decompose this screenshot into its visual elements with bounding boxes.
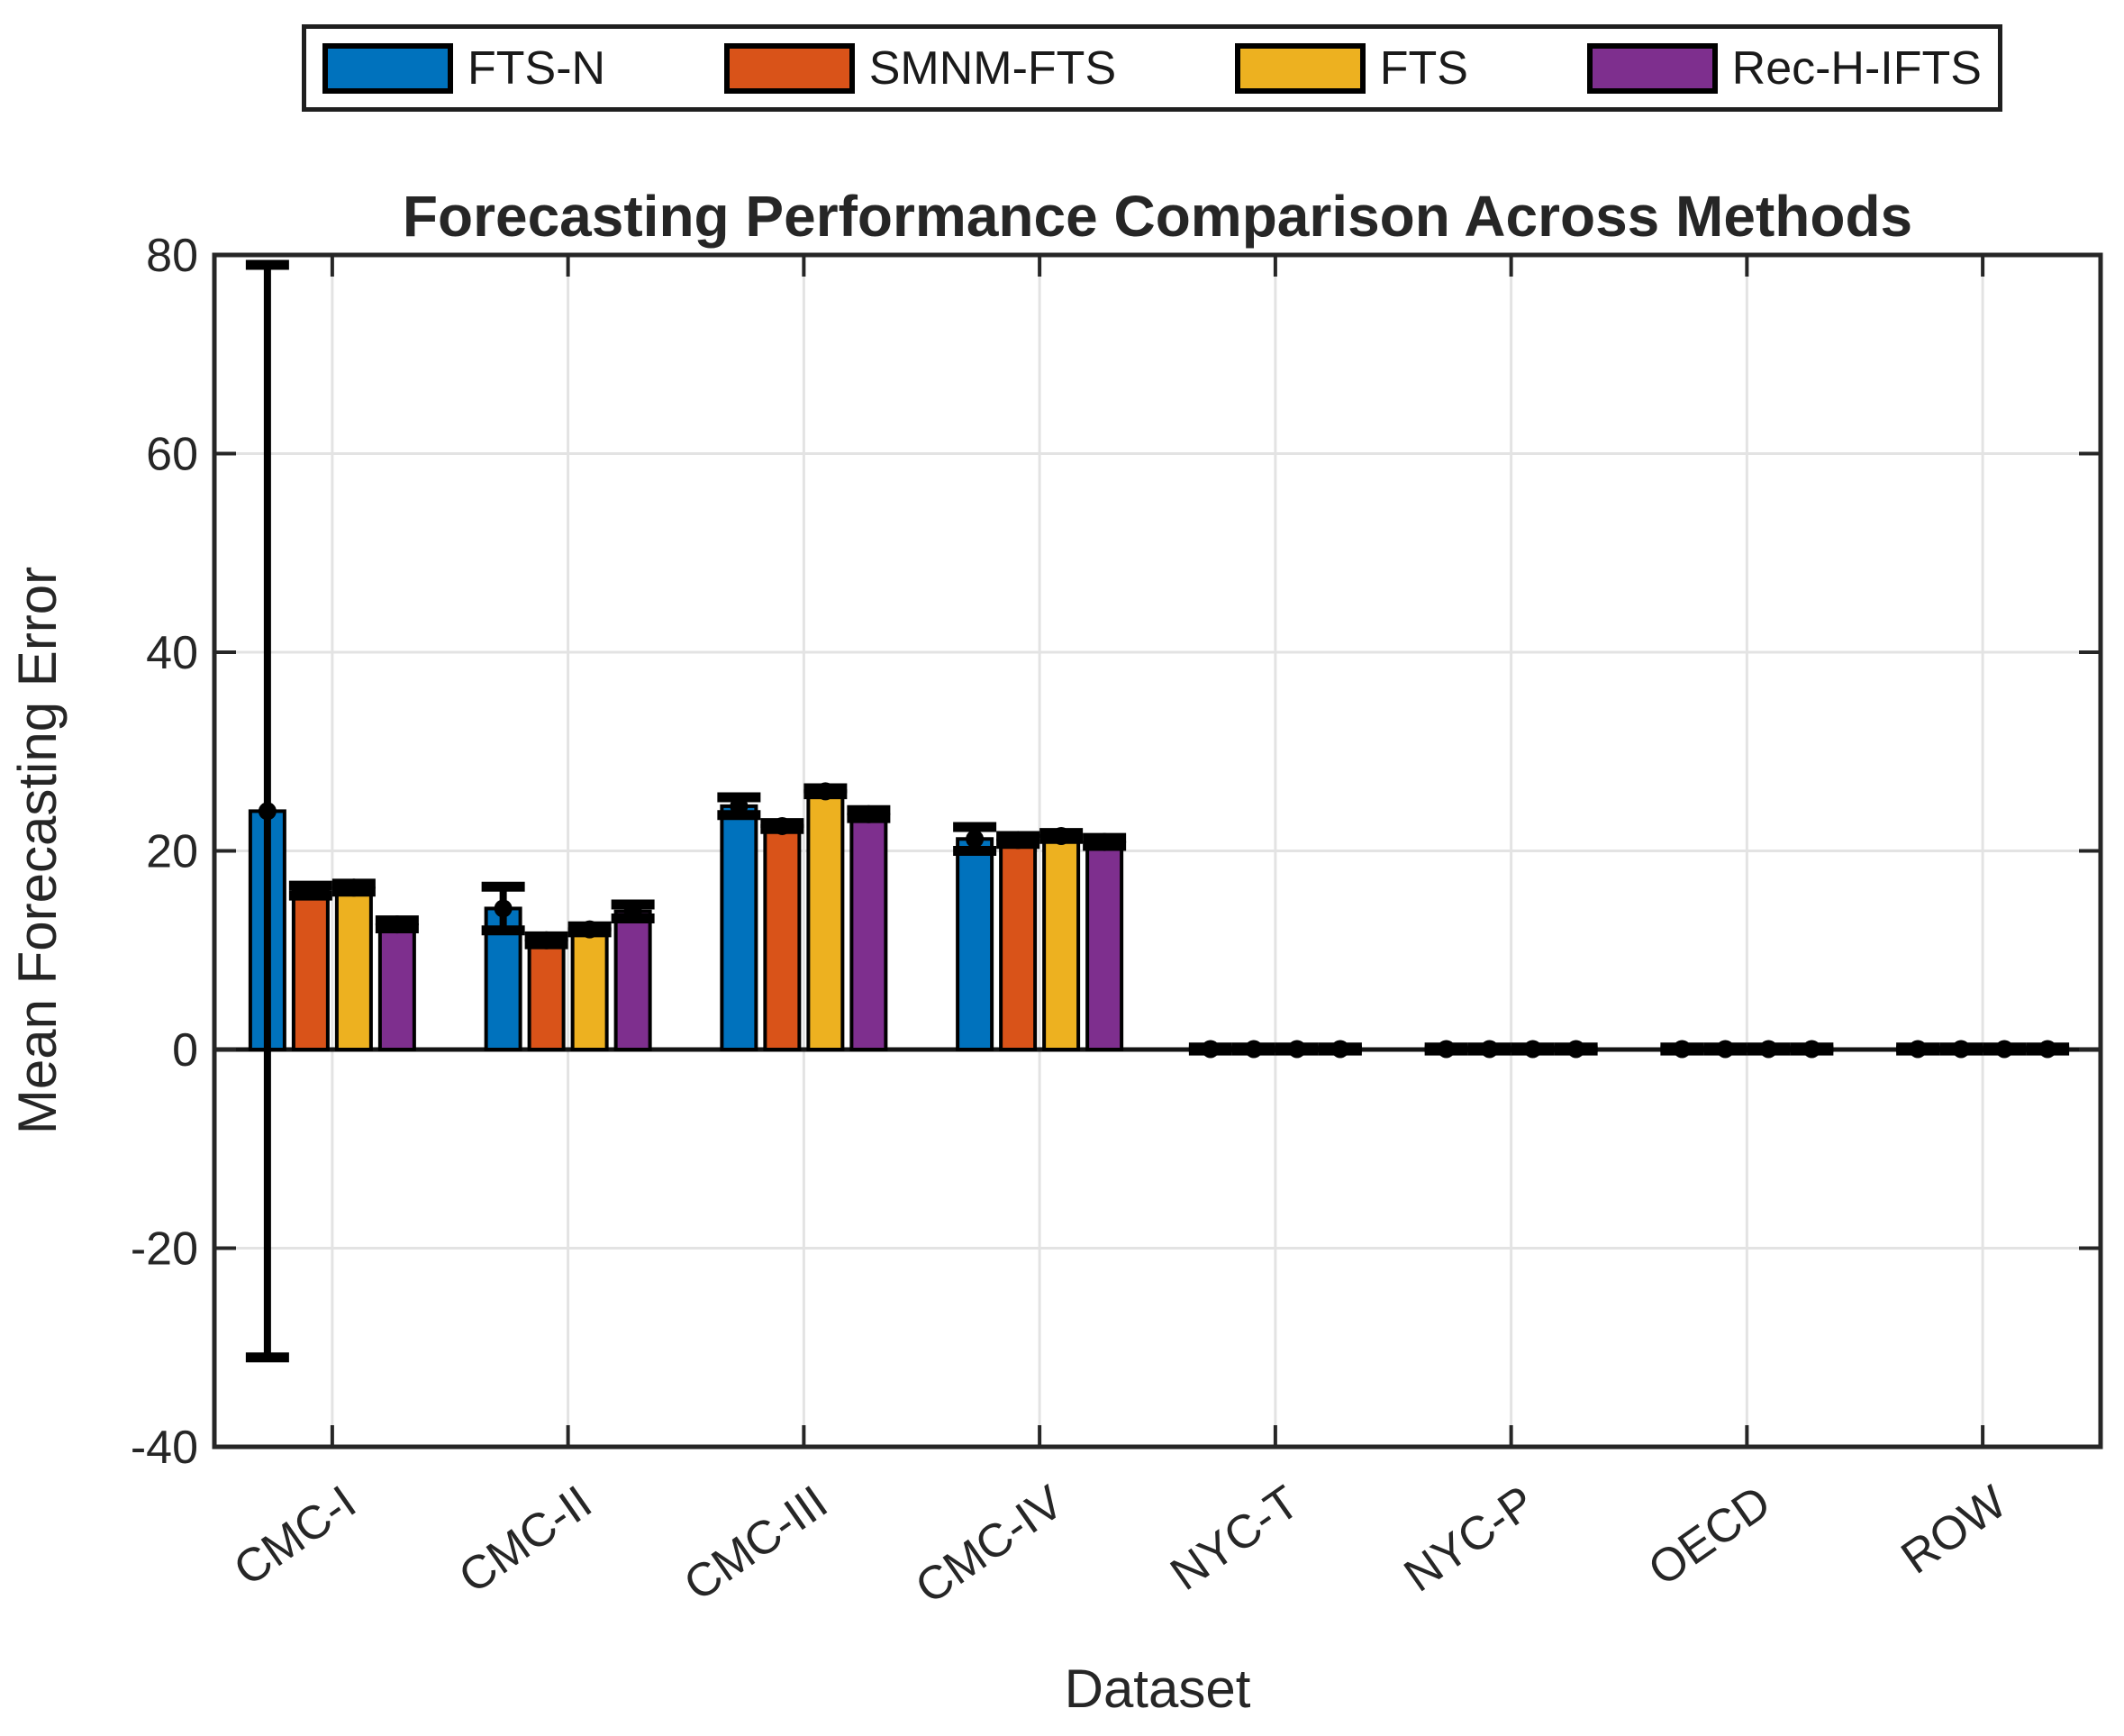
bar-fts-n-cmc-iii bbox=[720, 804, 758, 1051]
mean-marker bbox=[1566, 1040, 1585, 1059]
legend: FTS-N SMNM-FTS FTS Rec-H-IFTS bbox=[302, 24, 2002, 112]
mean-marker bbox=[387, 915, 406, 934]
y-tick-label: 20 bbox=[146, 826, 198, 878]
mean-marker bbox=[773, 816, 792, 835]
mean-marker bbox=[1952, 1040, 1971, 1059]
bar-smnm-fts-cmc-i bbox=[291, 888, 330, 1051]
mean-marker bbox=[1330, 1040, 1349, 1059]
bar-smnm-fts-cmc-iii bbox=[763, 823, 802, 1051]
legend-label: SMNM-FTS bbox=[868, 41, 1117, 95]
mean-marker bbox=[1802, 1040, 1821, 1059]
bar-fts-cmc-iv bbox=[1042, 833, 1081, 1052]
mean-marker bbox=[1201, 1040, 1220, 1059]
mean-marker bbox=[1716, 1040, 1735, 1059]
x-axis-label: Dataset bbox=[1065, 1659, 1251, 1719]
x-tick-label: OECD bbox=[1639, 1476, 1780, 1596]
chart-title: Forecasting Performance Comparison Acros… bbox=[403, 184, 1912, 249]
y-tick-label: 80 bbox=[146, 230, 198, 282]
mean-marker bbox=[2038, 1040, 2057, 1059]
bar-smnm-fts-cmc-iv bbox=[999, 838, 1038, 1051]
mean-marker bbox=[1523, 1040, 1542, 1059]
mean-marker bbox=[494, 899, 513, 918]
legend-item-smnm-fts: SMNM-FTS bbox=[723, 41, 1117, 95]
mean-marker bbox=[859, 804, 878, 823]
x-tick-label: ROW bbox=[1893, 1476, 2016, 1584]
mean-marker bbox=[1759, 1040, 1778, 1059]
mean-marker bbox=[344, 878, 363, 897]
mean-marker bbox=[1095, 832, 1114, 851]
axes-layer bbox=[212, 252, 2103, 1450]
bar-fts-cmc-ii bbox=[570, 927, 609, 1052]
mean-marker bbox=[1009, 831, 1028, 850]
mean-marker bbox=[1995, 1040, 2014, 1059]
x-tick-label: CMC-III bbox=[675, 1476, 837, 1611]
x-tick-label: CMC-I bbox=[224, 1476, 365, 1596]
legend-swatch-fts bbox=[1234, 42, 1366, 94]
bar-rec-h-ifts-cmc-iv bbox=[1085, 840, 1124, 1052]
mean-marker bbox=[623, 902, 642, 921]
bar-rec-h-ifts-cmc-ii bbox=[613, 909, 652, 1051]
y-tick-label: 40 bbox=[146, 627, 198, 679]
mean-marker bbox=[301, 881, 320, 900]
legend-label: FTS bbox=[1379, 41, 1468, 95]
mean-marker bbox=[1244, 1040, 1263, 1059]
mean-marker bbox=[1673, 1040, 1692, 1059]
mean-marker bbox=[580, 920, 599, 939]
errorbars-layer bbox=[245, 259, 2070, 1363]
bar-rec-h-ifts-cmc-iii bbox=[849, 812, 888, 1052]
legend-swatch-smnm-fts bbox=[723, 42, 855, 94]
bar-fts-cmc-i bbox=[334, 886, 373, 1051]
x-tick-label: CMC-IV bbox=[906, 1476, 1073, 1614]
legend-item-fts-n: FTS-N bbox=[322, 41, 605, 95]
mean-marker bbox=[1437, 1040, 1456, 1059]
x-tick-label: NYC-P bbox=[1395, 1476, 1545, 1602]
bar-rec-h-ifts-cmc-i bbox=[377, 923, 416, 1051]
mean-marker bbox=[1480, 1040, 1499, 1059]
mean-marker bbox=[1052, 826, 1071, 845]
bar-smnm-fts-cmc-ii bbox=[527, 938, 566, 1051]
bar-fts-n-cmc-iv bbox=[956, 837, 994, 1052]
mean-marker bbox=[258, 802, 277, 821]
x-tick-label: NYC-T bbox=[1161, 1476, 1308, 1601]
y-tick-label: 60 bbox=[146, 429, 198, 481]
bar-fts-cmc-iii bbox=[806, 789, 845, 1051]
mean-marker bbox=[966, 830, 985, 849]
legend-swatch-fts-n bbox=[322, 42, 453, 94]
mean-marker bbox=[730, 796, 749, 815]
y-axis-label: Mean Forecasting Error bbox=[7, 567, 68, 1134]
mean-marker bbox=[816, 782, 835, 801]
gridlines bbox=[214, 255, 2101, 1447]
y-tick-label: -20 bbox=[131, 1223, 198, 1276]
x-tick-label: CMC-II bbox=[449, 1476, 601, 1604]
legend-label: Rec-H-IFTS bbox=[1731, 41, 1982, 95]
mean-marker bbox=[1287, 1040, 1306, 1059]
legend-label: FTS-N bbox=[467, 41, 606, 95]
legend-item-rec-h-ifts: Rec-H-IFTS bbox=[1586, 41, 1982, 95]
bars-layer bbox=[248, 789, 2067, 1052]
y-tick-label: -40 bbox=[131, 1422, 198, 1474]
legend-item-fts: FTS bbox=[1234, 41, 1468, 95]
y-tick-label: 0 bbox=[172, 1024, 198, 1077]
mean-marker bbox=[1909, 1040, 1928, 1059]
mean-marker bbox=[537, 931, 556, 950]
legend-swatch-rec-h-ifts bbox=[1586, 42, 1718, 94]
